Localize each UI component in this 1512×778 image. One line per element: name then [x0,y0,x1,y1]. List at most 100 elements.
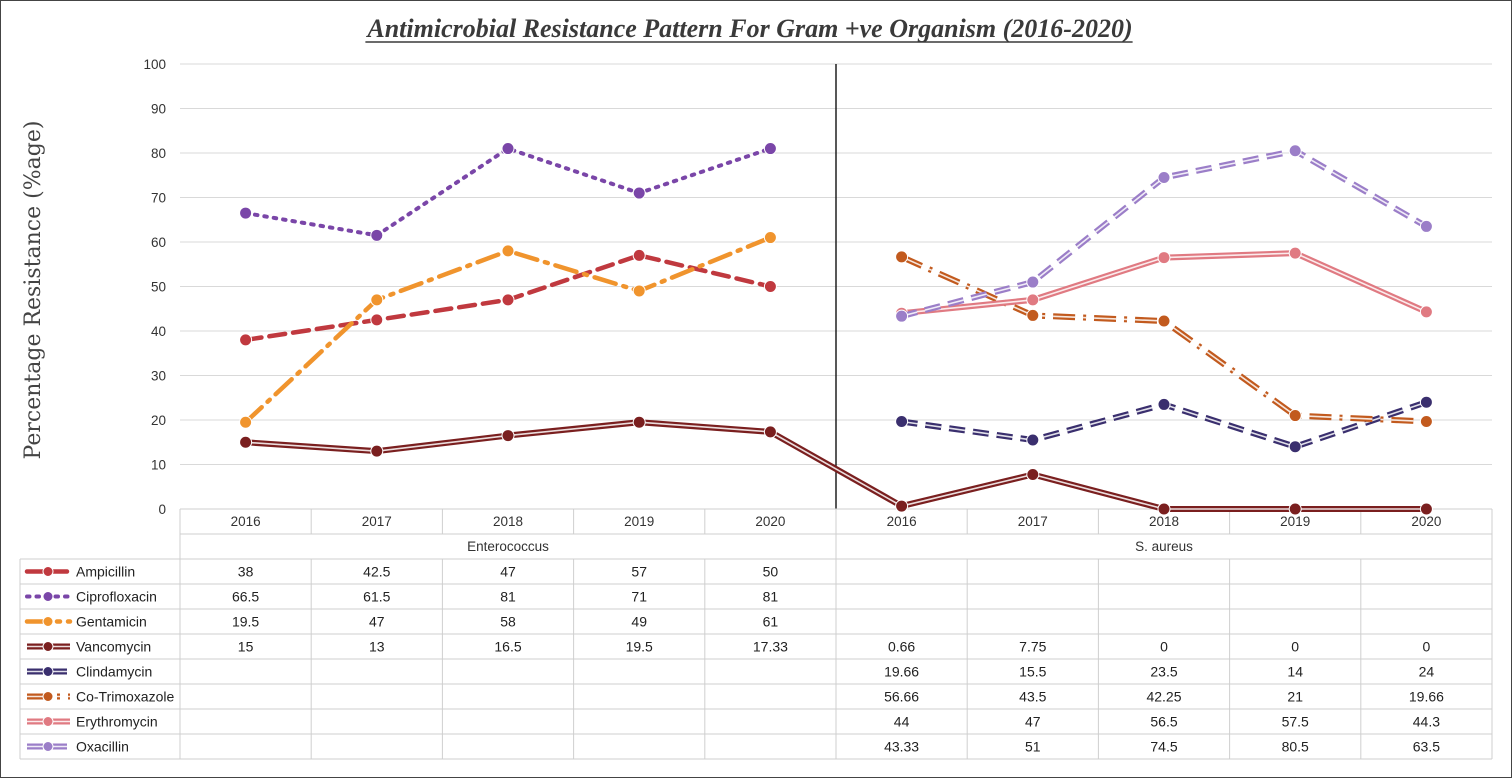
x-tick-label: 2016 [231,514,261,529]
data-point-vancomycin [1026,468,1040,482]
table-value: 44 [894,714,910,730]
legend-marker-ampicillin [42,566,54,577]
data-point-vancomycin [370,444,384,458]
series-gentamicin [239,231,777,429]
table-value: 0 [1291,639,1299,655]
table-value: 61.5 [363,589,390,605]
table-value: 43.33 [884,739,919,755]
table-value: 57.5 [1282,714,1309,730]
table-value: 74.5 [1150,739,1177,755]
table-value: 81 [500,589,516,605]
legend-marker-oxacillin [42,741,54,752]
table-value: 42.5 [363,564,390,580]
legend-marker-co-trimoxazole [42,691,54,702]
x-tick-label: 2020 [1411,514,1441,529]
legend-marker-gentamicin [42,616,54,627]
x-tick-label: 2016 [887,514,917,529]
data-point-oxacillin [895,309,909,323]
table-value: 51 [1025,739,1041,755]
y-tick-label: 60 [151,235,166,250]
data-point-oxacillin [1419,219,1433,233]
legend-marker-clindamycin [42,666,54,677]
legend-marker-ciprofloxacin [42,591,54,602]
data-point-vancomycin [1288,502,1302,516]
table-value: 81 [763,589,779,605]
legend-label-co-trimoxazole: Co-Trimoxazole [76,689,174,705]
table-value: 43.5 [1019,689,1046,705]
legend-oxacillin: Oxacillin [27,739,129,755]
data-point-gentamicin [501,244,515,258]
legend-ampicillin: Ampicillin [24,564,135,580]
table-value: 0 [1160,639,1168,655]
table-value: 19.5 [232,614,259,630]
table-value: 13 [369,639,385,655]
chart-title: Antimicrobial Resistance Pattern For Gra… [365,14,1132,43]
data-point-ciprofloxacin [763,142,777,156]
x-tick-label: 2019 [1280,514,1310,529]
table-value: 80.5 [1282,739,1309,755]
x-tick-label: 2018 [1149,514,1179,529]
table-value: 24 [1419,664,1435,680]
data-point-oxacillin [1026,275,1040,289]
data-point-clindamycin [1157,397,1171,411]
table-value: 16.5 [494,639,521,655]
legend-label-ampicillin: Ampicillin [76,564,135,580]
y-tick-label: 10 [151,458,166,473]
table-value: 17.33 [753,639,788,655]
data-point-co-trimoxazole [1026,308,1040,322]
data-point-gentamicin [370,293,384,307]
table-value: 66.5 [232,589,259,605]
table-value: 56.5 [1150,714,1177,730]
table-value: 19.66 [884,664,919,680]
legend-label-erythromycin: Erythromycin [76,714,158,730]
series-co-trimoxazole [895,250,1433,429]
data-point-co-trimoxazole [895,250,909,264]
data-point-co-trimoxazole [1419,415,1433,429]
series-line-co-trimoxazole-inner [901,256,1427,423]
series-layer [239,142,1433,516]
series-ampicillin [239,248,777,347]
data-point-vancomycin [763,425,777,439]
data-point-ciprofloxacin [370,228,384,242]
table-value: 42.25 [1146,689,1181,705]
data-point-vancomycin [1157,502,1171,516]
data-point-erythromycin [1157,251,1171,265]
series-oxacillin [895,144,1433,323]
data-point-oxacillin [1157,170,1171,184]
y-tick-label: 70 [151,191,166,206]
table-value: 56.66 [884,689,919,705]
x-tick-label: 2017 [1018,514,1048,529]
legend-gentamicin: Gentamicin [24,614,147,630]
y-tick-label: 50 [151,280,166,295]
table-value: 14 [1287,664,1303,680]
table-value: 0 [1423,639,1431,655]
y-tick-label: 0 [158,502,166,517]
series-line-co-trimoxazole [900,254,1427,425]
legend-marker-vancomycin [42,641,54,652]
data-point-ampicillin [370,313,384,327]
data-point-vancomycin [1419,502,1433,516]
data-point-ciprofloxacin [501,142,515,156]
legend-label-clindamycin: Clindamycin [76,664,152,680]
table-value: 44.3 [1413,714,1440,730]
table-value: 57 [631,564,647,580]
data-point-co-trimoxazole [1288,409,1302,423]
series-erythromycin [895,246,1433,320]
data-point-gentamicin [763,231,777,245]
data-point-gentamicin [632,284,646,298]
data-point-erythromycin [1419,305,1433,319]
table-value: 49 [631,614,647,630]
y-tick-label: 100 [143,57,166,72]
table-value: 15 [238,639,254,655]
y-tick-label: 80 [151,146,166,161]
table-value: 21 [1287,689,1303,705]
table-value: 63.5 [1413,739,1440,755]
table-value: 38 [238,564,254,580]
data-point-oxacillin [1288,144,1302,158]
data-point-clindamycin [1288,440,1302,454]
legend-vancomycin: Vancomycin [27,639,151,655]
legend-marker-erythromycin [42,716,54,727]
group-label: Enterococcus [467,539,549,554]
data-point-clindamycin [1419,395,1433,409]
